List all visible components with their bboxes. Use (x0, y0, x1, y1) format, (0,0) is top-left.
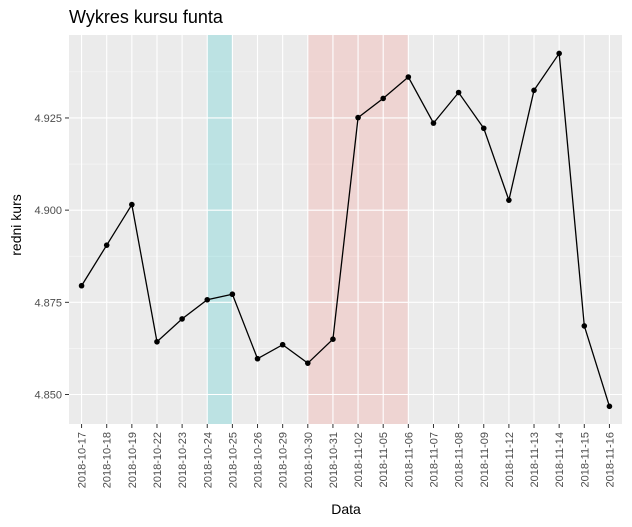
data-point (103, 242, 110, 248)
x-tick-label: 2018-11-02 (353, 432, 365, 487)
data-point (78, 282, 85, 289)
y-tick-label: 4.875 (34, 297, 62, 309)
x-tick-label: 2018-11-06 (403, 432, 415, 487)
data-point (254, 355, 261, 362)
x-tick-label: 2018-11-08 (454, 432, 466, 487)
x-tick-label: 2018-10-19 (127, 432, 139, 488)
data-point (204, 296, 211, 303)
grid-major (69, 35, 622, 424)
x-tick-label: 2018-10-26 (253, 432, 265, 488)
x-tick-label: 2018-10-18 (102, 432, 114, 488)
x-axis-title: Data (331, 501, 361, 517)
data-point (279, 341, 286, 348)
data-point (430, 120, 437, 126)
chart-title: Wykres kursu funta (69, 7, 224, 27)
data-point (480, 125, 487, 132)
x-tick-label: 2018-11-16 (604, 432, 616, 487)
series-line (81, 51, 611, 407)
data-point (606, 403, 613, 410)
x-tick-label: 2018-10-25 (227, 432, 239, 488)
x-tick-label: 2018-11-05 (378, 432, 390, 487)
x-tick-label: 2018-10-24 (202, 432, 214, 488)
y-tick-label: 4.925 (34, 113, 62, 125)
data-point (154, 338, 160, 345)
x-tick-label: 2018-11-09 (479, 432, 491, 487)
highlight-band (207, 35, 233, 424)
x-tick-label: 2018-10-23 (177, 432, 189, 488)
data-point (531, 87, 537, 94)
data-point (455, 89, 462, 96)
data-point (556, 50, 562, 57)
x-tick-label: 2018-10-31 (328, 432, 340, 488)
x-tick-label: 2018-11-13 (529, 432, 541, 487)
data-point (405, 74, 412, 80)
data-point (179, 316, 185, 322)
grid-minor (69, 71, 622, 349)
x-axis: 2018-10-17 2018-10-18 2018-10-19 2018-10-22… (77, 424, 616, 488)
data-point (380, 95, 387, 102)
x-tick-label: 2018-10-22 (152, 432, 164, 488)
data-point (229, 291, 236, 298)
x-tick-label: 2018-11-15 (579, 432, 591, 487)
x-tick-label: 2018-10-17 (77, 432, 89, 488)
data-point (355, 114, 361, 121)
x-tick-label: 2018-11-07 (428, 432, 440, 487)
data-point (581, 323, 588, 329)
series-group (78, 50, 613, 410)
y-tick-label: 4.850 (34, 390, 62, 402)
y-axis: 4.850 4.875 4.900 4.925 (34, 113, 69, 402)
x-tick-label: 2018-11-14 (554, 432, 566, 487)
x-tick-label: 2018-10-30 (303, 432, 315, 488)
x-tick-label: 2018-10-29 (278, 432, 290, 488)
y-tick-label: 4.900 (34, 205, 62, 217)
data-point (506, 197, 512, 203)
data-point (304, 360, 311, 366)
data-point (330, 336, 336, 342)
y-axis-title: redni kurs (8, 194, 24, 255)
data-point (129, 201, 135, 208)
x-tick-label: 2018-11-12 (504, 432, 516, 487)
